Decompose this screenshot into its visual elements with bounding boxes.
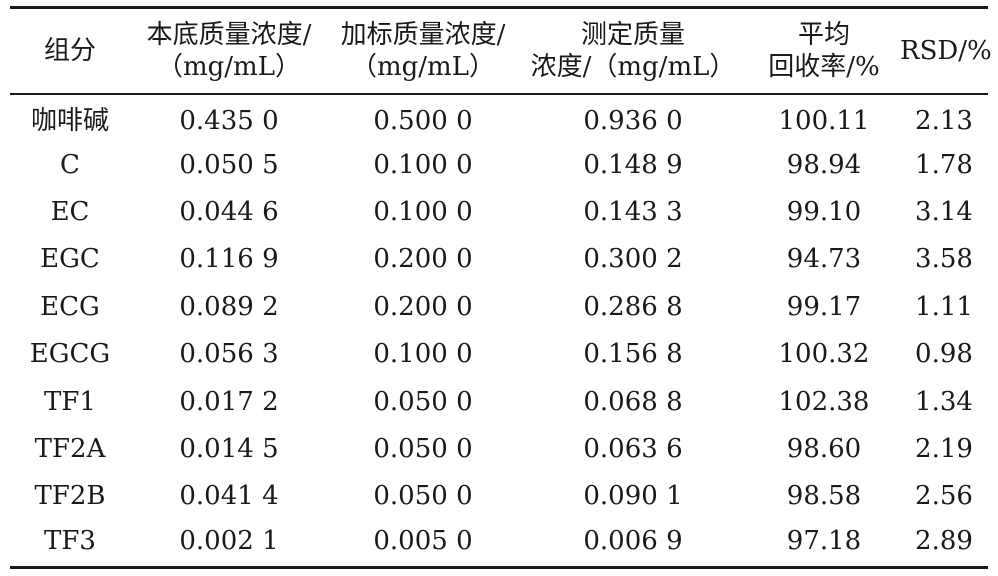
- cell-spiked: 0.050 0: [373, 386, 473, 417]
- cell-background: 0.435 0: [179, 105, 279, 136]
- cell-measured: 0.090 1: [583, 481, 683, 512]
- header-line: RSD/%: [900, 35, 992, 66]
- cell-spiked: 0.100 0: [373, 339, 473, 370]
- cell-recovery: 97.18: [786, 525, 862, 556]
- table-row: TF3 0.002 1 0.005 0 0.006 9 97.18 2.89: [10, 520, 988, 567]
- cell-rsd: 1.34: [915, 386, 973, 417]
- cell-recovery: 100.11: [778, 105, 870, 136]
- cell-rsd: 2.56: [915, 481, 973, 512]
- cell-measured: 0.143 3: [583, 196, 683, 227]
- recovery-table: 组分 本底质量浓度/ （mg/mL） 加标质量浓度/ （mg/mL） 测定质量 …: [10, 6, 992, 569]
- cell-recovery: 99.10: [786, 196, 862, 227]
- header-component: 组分: [10, 8, 130, 94]
- cell-measured: 0.068 8: [583, 386, 683, 417]
- table-row: EGCG 0.056 3 0.100 0 0.156 8 100.32 0.98: [10, 330, 988, 377]
- cell-recovery: 102.38: [778, 386, 870, 417]
- cell-rsd: 0.98: [915, 339, 973, 370]
- header-measured-concentration: 测定质量 浓度/（mg/mL）: [518, 8, 748, 94]
- cell-measured: 0.006 9: [583, 525, 683, 556]
- cell-recovery: 99.17: [786, 291, 862, 322]
- cell-rsd: 2.13: [915, 105, 973, 136]
- table-row: 咖啡碱 0.435 0 0.500 0 0.936 0 100.11 2.13: [10, 94, 988, 141]
- cell-recovery: 98.60: [786, 433, 862, 464]
- cell-recovery: 98.94: [786, 149, 862, 180]
- cell-component: TF2A: [34, 433, 106, 464]
- header-line: 加标质量浓度/: [340, 19, 506, 50]
- cell-spiked: 0.200 0: [373, 244, 473, 275]
- cell-background: 0.116 9: [179, 244, 279, 275]
- cell-component: 咖啡碱: [30, 105, 109, 136]
- table-header: 组分 本底质量浓度/ （mg/mL） 加标质量浓度/ （mg/mL） 测定质量 …: [10, 7, 992, 94]
- cell-spiked: 0.005 0: [373, 525, 473, 556]
- cell-recovery: 100.32: [778, 339, 870, 370]
- cell-rsd: 3.14: [915, 196, 973, 227]
- cell-spiked: 0.050 0: [373, 433, 473, 464]
- cell-component: EGCG: [29, 339, 111, 370]
- cell-component: ECG: [40, 291, 100, 322]
- cell-rsd: 1.11: [915, 291, 973, 322]
- header-line: 测定质量: [580, 19, 685, 50]
- cell-background: 0.041 4: [179, 481, 279, 512]
- cell-component: EC: [50, 196, 90, 227]
- cell-background: 0.056 3: [179, 339, 279, 370]
- cell-spiked: 0.200 0: [373, 291, 473, 322]
- cell-component: EGC: [40, 244, 100, 275]
- table-row: EC 0.044 6 0.100 0 0.143 3 99.10 3.14: [10, 188, 988, 235]
- cell-component: TF2B: [34, 481, 106, 512]
- cell-background: 0.002 1: [179, 525, 279, 556]
- cell-recovery: 94.73: [786, 244, 862, 275]
- cell-measured: 0.286 8: [583, 291, 683, 322]
- cell-measured: 0.148 9: [583, 149, 683, 180]
- cell-spiked: 0.050 0: [373, 481, 473, 512]
- header-line: 浓度/（mg/mL）: [530, 51, 736, 82]
- header-line: 本底质量浓度/: [146, 19, 312, 50]
- table-row: TF2B 0.041 4 0.050 0 0.090 1 98.58 2.56: [10, 473, 988, 520]
- header-average-recovery: 平均 回收率/%: [748, 8, 900, 94]
- cell-rsd: 2.19: [915, 433, 973, 464]
- cell-background: 0.089 2: [179, 291, 279, 322]
- table-body: 咖啡碱 0.435 0 0.500 0 0.936 0 100.11 2.13 …: [10, 94, 988, 568]
- cell-measured: 0.063 6: [583, 433, 683, 464]
- header-line: 平均: [797, 19, 850, 50]
- header-rsd: RSD/%: [900, 8, 992, 94]
- cell-background: 0.017 2: [179, 386, 279, 417]
- header-background-concentration: 本底质量浓度/ （mg/mL）: [130, 8, 328, 94]
- cell-component: TF3: [44, 525, 96, 556]
- cell-rsd: 1.78: [915, 149, 973, 180]
- cell-spiked: 0.500 0: [373, 105, 473, 136]
- cell-spiked: 0.100 0: [373, 196, 473, 227]
- cell-component: C: [60, 149, 80, 180]
- table-row: ECG 0.089 2 0.200 0 0.286 8 99.17 1.11: [10, 283, 988, 330]
- cell-spiked: 0.100 0: [373, 149, 473, 180]
- cell-measured: 0.156 8: [583, 339, 683, 370]
- cell-background: 0.044 6: [179, 196, 279, 227]
- cell-component: TF1: [44, 386, 96, 417]
- cell-rsd: 3.58: [915, 244, 973, 275]
- header-line: （mg/mL）: [351, 51, 495, 82]
- table-row: TF2A 0.014 5 0.050 0 0.063 6 98.60 2.19: [10, 425, 988, 472]
- header-spiked-concentration: 加标质量浓度/ （mg/mL）: [328, 8, 518, 94]
- table-row: C 0.050 5 0.100 0 0.148 9 98.94 1.78: [10, 141, 988, 188]
- table-row: TF1 0.017 2 0.050 0 0.068 8 102.38 1.34: [10, 378, 988, 425]
- cell-measured: 0.300 2: [583, 244, 683, 275]
- header-line: 回收率/%: [768, 51, 880, 82]
- cell-recovery: 98.58: [786, 481, 862, 512]
- header-line: 组分: [43, 35, 96, 66]
- cell-background: 0.014 5: [179, 433, 279, 464]
- cell-background: 0.050 5: [179, 149, 279, 180]
- cell-measured: 0.936 0: [583, 105, 683, 136]
- header-line: （mg/mL）: [157, 51, 301, 82]
- table-row: EGC 0.116 9 0.200 0 0.300 2 94.73 3.58: [10, 236, 988, 283]
- header-row: 组分 本底质量浓度/ （mg/mL） 加标质量浓度/ （mg/mL） 测定质量 …: [10, 8, 992, 94]
- cell-rsd: 2.89: [915, 525, 973, 556]
